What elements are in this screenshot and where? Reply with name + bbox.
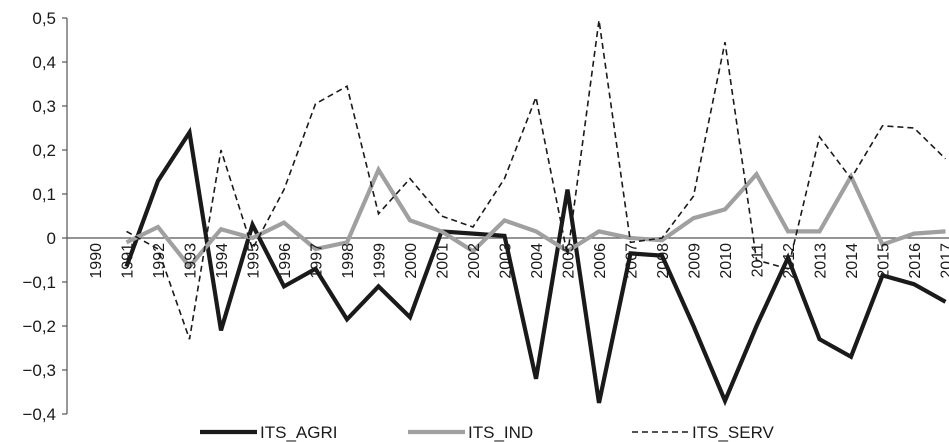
x-tick-label: 1999 — [372, 243, 389, 279]
series-lines — [124, 20, 947, 407]
legend-label: ITS_IND — [468, 423, 533, 442]
x-tick-label: 2005 — [561, 243, 578, 279]
y-tick-label: −0,3 — [22, 361, 56, 380]
x-tick-label: 2007 — [624, 243, 641, 279]
x-tick-label: 1995 — [246, 243, 263, 279]
x-tick-label: 2012 — [781, 243, 798, 279]
x-tick-label: 2004 — [529, 243, 546, 279]
x-tick-label: 2014 — [844, 243, 861, 279]
x-tick-label: 1992 — [151, 243, 168, 279]
y-tick-label: −0,2 — [22, 317, 56, 336]
y-tick-label: 0,4 — [32, 53, 56, 72]
x-tick-label: 2006 — [592, 243, 609, 279]
series-line-its-ind — [125, 165, 946, 270]
x-tick-label: 2016 — [907, 243, 924, 279]
y-tick-label: −0,1 — [22, 273, 56, 292]
y-tick-label: 0,2 — [32, 141, 56, 160]
x-tick-label: 1998 — [340, 243, 357, 279]
x-tick-label: 2013 — [813, 243, 830, 279]
y-tick-label: 0,3 — [32, 97, 56, 116]
y-tick-labels: 0,5 0,4 0,3 0,2 0,1 0 −0,1 −0,2 −0,3 −0,4 — [22, 9, 56, 424]
x-tick-label: 1993 — [183, 243, 200, 279]
series-line-its-serv — [126, 20, 947, 340]
x-tick-label: 1996 — [277, 243, 294, 279]
x-tick-label: 2001 — [435, 243, 452, 279]
x-tick-label: 1990 — [88, 243, 105, 279]
x-tick-label: 2017 — [939, 243, 949, 279]
x-tick-label: 2008 — [655, 243, 672, 279]
y-tick-label: 0,1 — [32, 185, 56, 204]
x-tick-label: 1997 — [309, 243, 326, 279]
legend-label: ITS_AGRI — [260, 423, 337, 442]
x-tick-label: 2010 — [718, 243, 735, 279]
x-tick-label: 2003 — [498, 243, 515, 279]
legend-label: ITS_SERV — [692, 423, 775, 442]
x-tick-label: 2009 — [687, 243, 704, 279]
x-tick-label: 1991 — [120, 243, 137, 279]
axes — [62, 17, 949, 415]
x-tick-label: 2011 — [750, 243, 767, 278]
y-tick-label: −0,4 — [22, 405, 56, 424]
x-tick-label: 2015 — [876, 243, 893, 279]
y-tick-label: 0 — [47, 229, 56, 248]
x-tick-label: 2002 — [466, 243, 483, 279]
x-tick-labels: 1990 1991 1992 1993 1994 1995 1996 1997 1998 1999… — [88, 243, 949, 279]
y-tick-label: 0,5 — [32, 9, 56, 28]
series-line-its-agri — [124, 126, 947, 407]
x-tick-label: 2000 — [403, 243, 420, 279]
x-tick-label: 1994 — [214, 243, 231, 279]
legend: ITS_AGRI ITS_IND ITS_SERV — [200, 423, 775, 442]
